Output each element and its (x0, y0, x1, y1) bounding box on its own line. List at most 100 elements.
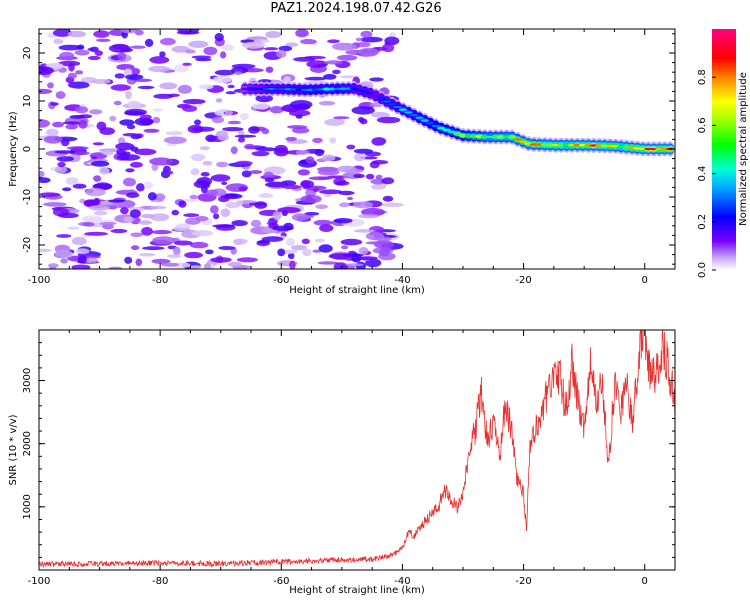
spectrogram-noise-blob (187, 124, 204, 134)
spectrogram-noise-blob (301, 238, 310, 245)
spectrogram-noise-blob (175, 223, 192, 229)
spectrogram-noise-blob (258, 193, 274, 199)
spectrogram-noise-blob (173, 64, 189, 73)
snr-xtick-label: 0 (642, 576, 648, 587)
spectrogram-noise-blob (52, 121, 64, 128)
spectrogram-noise-blob (324, 60, 343, 65)
spectrogram-noise-blob (304, 55, 326, 60)
spectrogram-noise-blob (327, 39, 340, 44)
spectrogram-noise-blob (227, 84, 235, 89)
spectrogram-noise-blob (148, 65, 171, 73)
spectrogram-noise-blob (317, 176, 333, 180)
spectrogram-noise-blob (130, 68, 141, 75)
spectrogram-noise-blob (287, 125, 308, 129)
snr-xtick-label: -80 (152, 576, 168, 587)
spectrogram-noise-blob (213, 213, 220, 220)
spectrogram-noise-blob (337, 165, 357, 173)
spectrogram-noise-blob (317, 261, 339, 265)
spectrogram-noise-blob (116, 64, 135, 71)
spectrogram-ridge-cell (513, 138, 522, 141)
spectrogram-noise-blob (56, 156, 74, 162)
spectrogram-noise-blob (381, 202, 404, 207)
spectrogram-noise-blob (39, 192, 61, 197)
spectrogram-noise-blob (221, 181, 228, 185)
spectrogram-noise-blob (43, 135, 63, 144)
spectrogram-noise-blob (54, 165, 67, 174)
spectrogram-noise-blob (198, 84, 214, 90)
spectrogram-noise-blob (164, 136, 187, 144)
spectrogram-noise-blob (124, 108, 147, 116)
spectrogram-noise-blob (312, 249, 322, 253)
spectrogram-noise-blob (297, 169, 310, 176)
spectrogram-noise-blob (249, 202, 267, 206)
spectrogram-noise-blob (188, 40, 209, 48)
spectrogram-noise-blob (319, 224, 334, 233)
spectrogram-noise-blob (67, 226, 80, 230)
spectrogram-noise-blob (202, 160, 213, 166)
spectrogram-noise-blob (151, 230, 172, 235)
spectrogram-noise-blob (173, 246, 181, 256)
spectrogram-noise-blob (216, 130, 229, 138)
spectrogram-noise-blob (255, 147, 278, 152)
spectrogram-noise-blob (357, 116, 365, 123)
spectrogram-noise-blob (171, 209, 179, 216)
spectrogram-ridge-cell (355, 88, 364, 92)
spectrogram-noise-blob (360, 36, 383, 43)
spectrogram-noise-blob (214, 69, 235, 76)
spectrogram-noise-blob (96, 121, 107, 131)
spectrogram-noise-blob (288, 109, 311, 117)
spectrogram-noise-blob (123, 68, 133, 76)
spectrogram-ridge-cell (366, 92, 375, 95)
spectrogram-noise-blob (234, 71, 242, 76)
spectrogram-noise-blob (90, 79, 111, 84)
spectrogram-noise-blob (352, 201, 374, 209)
spectrogram-noise-blob (108, 266, 123, 269)
spectrogram-ridge-cell (398, 108, 408, 111)
spectrogram-noise-blob (93, 30, 110, 38)
spectrogram-noise-blob (315, 204, 329, 209)
spectrogram-noise-blob (234, 134, 257, 138)
spectrogram-noise-blob (98, 148, 122, 153)
spectrogram-noise-blob (124, 256, 133, 264)
spectrogram-noise-blob (99, 222, 117, 226)
spectrogram-noise-blob (75, 70, 84, 75)
spectrogram-ytick-label: -10 (22, 189, 33, 205)
spectrogram-noise-blob (324, 118, 345, 127)
spectrogram-noise-blob (356, 256, 378, 261)
spectrogram-noise-blob (249, 170, 263, 174)
spectrogram-noise-blob (205, 249, 214, 255)
snr-xlabel: Height of straight line (km) (289, 585, 425, 596)
spectrogram-noise-blob (333, 262, 348, 269)
spectrogram-noise-blob (191, 230, 214, 237)
spectrogram-noise-blob (62, 121, 81, 125)
spectrogram-noise-blob (102, 223, 114, 230)
spectrogram-noise-blob (50, 102, 59, 106)
spectrogram-noise-blob (339, 202, 350, 208)
spectrogram-noise-blob (47, 82, 54, 89)
snr-xtick-label: -60 (273, 576, 289, 587)
spectrogram-noise-blob (58, 212, 79, 219)
spectrogram-noise-blob (182, 98, 206, 105)
spectrogram-noise-blob (251, 151, 270, 157)
spectrogram-noise-blob (365, 241, 389, 245)
spectrogram-noise-blob (160, 37, 176, 46)
snr-axes: -100 -80 -60 -40 -20 0 1000 2000 3000 (22, 329, 676, 587)
spectrogram-noise-blob (139, 114, 152, 120)
spectrogram-noise-blob (163, 170, 174, 175)
spectrogram-noise-blob (269, 106, 284, 114)
spectrogram-noise-blob (312, 137, 323, 144)
spectrogram-xtick-label: -80 (152, 275, 168, 286)
spectrogram-noise-blob (295, 29, 309, 38)
spectrogram-noise-blob (274, 144, 288, 154)
colorbar-tick-label: 0.2 (697, 214, 708, 230)
spectrogram-noise-blob (200, 172, 210, 177)
spectrogram-noise-blob (149, 213, 170, 222)
spectrogram-noise-blob (125, 74, 144, 80)
figure-title: PAZ1.2024.198.07.42.G26 (270, 1, 442, 16)
spectrogram-noise-blob (332, 69, 341, 75)
spectrogram-noise-blob (189, 265, 202, 269)
spectrogram-noise-blob (123, 216, 134, 223)
spectrogram-noise-blob (329, 137, 337, 144)
spectrogram-noise-blob (165, 131, 184, 136)
spectrogram-noise-blob (317, 168, 340, 176)
